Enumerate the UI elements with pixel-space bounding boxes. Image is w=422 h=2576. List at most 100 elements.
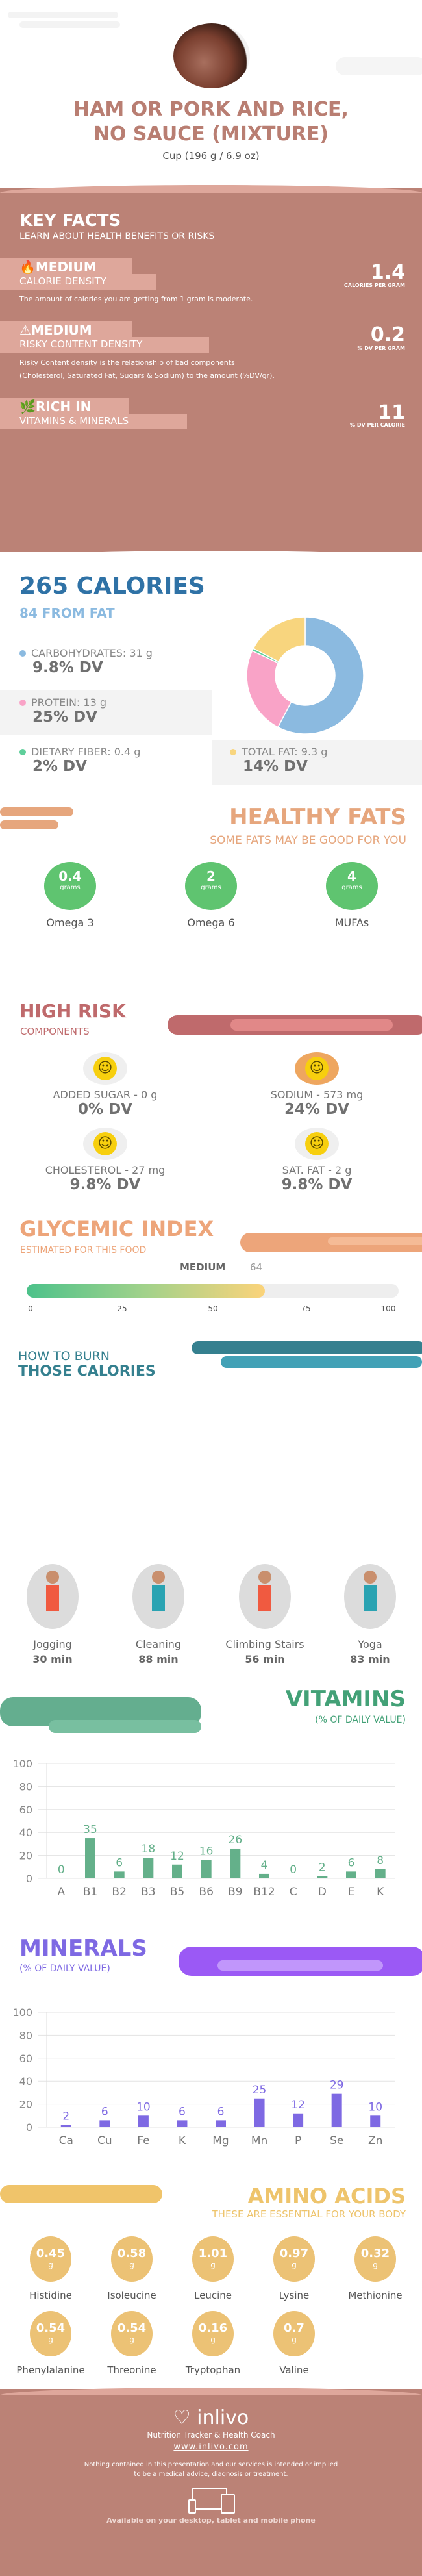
data-label: 6 bbox=[116, 1856, 123, 1869]
tagline: Nutrition Tracker & Health Coach bbox=[147, 2431, 275, 2440]
macro-carbohydrates: CARBOHYDRATES: 31 g 9.8% DV bbox=[19, 647, 153, 676]
y-tick-label: 80 bbox=[19, 2029, 32, 2041]
y-tick-label: 100 bbox=[12, 2006, 32, 2019]
amino-badge: 0.7 g bbox=[273, 2311, 315, 2356]
leaf-icon: 🌿 bbox=[19, 399, 36, 414]
calorie-density-level: 🔥MEDIUM bbox=[0, 258, 132, 275]
risky-density-level: ⚠MEDIUM bbox=[0, 321, 132, 338]
data-label: 2 bbox=[319, 1861, 326, 1874]
activity-item: Jogging 30 min bbox=[4, 1554, 101, 1665]
healthy-fats-subtitle: SOME FATS MAY BE GOOD FOR YOU bbox=[210, 834, 406, 847]
donut-slice-protein bbox=[246, 650, 292, 728]
data-label: 8 bbox=[377, 1854, 384, 1867]
amino-badge: 0.32 g bbox=[354, 2236, 396, 2282]
devices-icon bbox=[188, 2488, 235, 2514]
wave-divider bbox=[0, 551, 422, 560]
glycemic-track bbox=[27, 1284, 399, 1298]
activity-time: 88 min bbox=[138, 1653, 179, 1665]
mineral-bar-Mn bbox=[254, 2098, 265, 2127]
smiley-face-icon: ☺ bbox=[295, 1052, 339, 1085]
smiley-face-icon: ☺ bbox=[295, 1128, 339, 1160]
risk-label: SAT. FAT - 2 g bbox=[282, 1164, 352, 1176]
y-tick-label: 80 bbox=[19, 1780, 32, 1793]
calorie-density-unit: CALORIES PER GRAM bbox=[344, 283, 405, 288]
x-tick-label: B2 bbox=[112, 1886, 126, 1899]
vitamin-bar-B9 bbox=[230, 1848, 241, 1878]
risky-density-unit: % DV PER GRAM bbox=[357, 346, 405, 351]
level-text: RICH IN bbox=[35, 399, 92, 414]
x-tick-label: D bbox=[318, 1886, 327, 1899]
decor-stripe bbox=[217, 1960, 383, 1971]
healthy-fat-item: 0.4 grams Omega 3 bbox=[31, 862, 109, 929]
amino-label: Lysine bbox=[279, 2290, 310, 2301]
glycemic-tick: 0 bbox=[28, 1304, 33, 1313]
amino-acid-item: 0.97 g Lysine bbox=[252, 2236, 336, 2301]
minerals-title: MINERALS bbox=[19, 1936, 147, 1962]
amino-value: 1.01 bbox=[198, 2247, 228, 2260]
title-line: HAM OR PORK AND RICE, bbox=[73, 98, 349, 121]
fat-unit: grams bbox=[201, 884, 221, 891]
brand-logo: ♡ inlivo bbox=[0, 2406, 422, 2429]
calories-title: 265 CALORIES bbox=[19, 573, 205, 600]
amino-badge: 0.45 g bbox=[30, 2236, 71, 2282]
vitamin-bar-B5 bbox=[172, 1864, 182, 1878]
x-tick-label: B1 bbox=[83, 1886, 97, 1899]
rich-in-unit: % DV PER CALORIE bbox=[350, 422, 405, 428]
macro-dv: 25% DV bbox=[32, 709, 97, 726]
warning-icon: ⚠ bbox=[19, 322, 31, 338]
x-tick-label: Zn bbox=[368, 2134, 382, 2147]
x-tick-label: K bbox=[179, 2134, 186, 2147]
decor-stripe bbox=[328, 1237, 422, 1245]
y-tick-label: 40 bbox=[19, 1826, 32, 1839]
amino-acid-item: 0.7 g Valine bbox=[252, 2311, 336, 2376]
amino-subtitle: THESE ARE ESSENTIAL FOR YOUR BODY bbox=[212, 2208, 406, 2220]
minerals-bar-chart: 0 20 40 60 80 100 2 Ca 6 Cu 10 Fe 6 K 6 Mg 25 Mn 12 P 29 Se 10… bbox=[12, 2006, 395, 2147]
y-tick-label: 20 bbox=[19, 1850, 32, 1862]
data-label: 29 bbox=[330, 2079, 344, 2092]
amino-unit: g bbox=[292, 2260, 297, 2269]
glycemic-tick: 75 bbox=[301, 1304, 311, 1313]
fat-band bbox=[212, 740, 422, 785]
minerals-subtitle: (% OF DAILY VALUE) bbox=[19, 1964, 110, 1974]
decor-stripe bbox=[0, 807, 73, 816]
data-label: 0 bbox=[290, 1863, 297, 1876]
fat-amount-badge: 4 grams bbox=[326, 862, 378, 910]
glycemic-tick: 50 bbox=[208, 1304, 218, 1313]
data-label: 4 bbox=[261, 1859, 268, 1872]
data-label: 25 bbox=[253, 2084, 267, 2097]
key-facts-title: KEY FACTS bbox=[19, 211, 121, 231]
level-text: MEDIUM bbox=[35, 259, 97, 275]
y-tick-label: 60 bbox=[19, 2052, 32, 2065]
vitamins-bar-chart: 0204060801000A35B16B218B312B516B626B94B1… bbox=[12, 1758, 395, 1899]
healthy-fats-title: HEALTHY FATS bbox=[229, 804, 406, 830]
donut-slice-total-fat bbox=[253, 616, 306, 663]
fat-amount-badge: 0.4 grams bbox=[44, 862, 96, 910]
rich-in-value: 11 bbox=[378, 401, 405, 424]
activity-label: Climbing Stairs bbox=[225, 1638, 304, 1650]
x-tick-label: B5 bbox=[170, 1886, 184, 1899]
website-link[interactable]: www.inlivo.com bbox=[173, 2442, 249, 2452]
amino-value: 0.97 bbox=[279, 2247, 309, 2260]
x-tick-label: Fe bbox=[137, 2134, 149, 2147]
amino-title: AMINO ACIDS bbox=[247, 2184, 406, 2208]
glycemic-value: 64 bbox=[250, 1261, 263, 1273]
decor-stripe bbox=[0, 2185, 162, 2203]
risk-item: ☺ SAT. FAT - 2 g 9.8% DV bbox=[219, 1128, 414, 1193]
vitamin-bar-K bbox=[375, 1869, 386, 1878]
mineral-bar-P bbox=[293, 2113, 304, 2127]
amino-label: Tryptophan bbox=[185, 2364, 241, 2376]
mineral-bar-Zn bbox=[370, 2115, 381, 2127]
calorie-density-label: CALORIE DENSITY bbox=[0, 274, 156, 290]
amino-acid-item: 0.54 g Threonine bbox=[90, 2311, 174, 2376]
data-label: 26 bbox=[229, 1834, 243, 1847]
data-label: 12 bbox=[291, 2099, 305, 2112]
running-person-icon bbox=[27, 1564, 79, 1629]
amino-acid-item: 0.16 g Tryptophan bbox=[171, 2311, 255, 2376]
mineral-bar-Se bbox=[331, 2093, 342, 2127]
data-label: 16 bbox=[199, 1845, 214, 1858]
fat-value: 0.4 bbox=[58, 868, 82, 884]
x-tick-label: B6 bbox=[199, 1886, 213, 1899]
mineral-bar-Ca bbox=[60, 2125, 71, 2127]
macro-total-fat: TOTAL FAT: 9.3 g 14% DV bbox=[230, 746, 327, 775]
macro-dv: 2% DV bbox=[32, 758, 87, 775]
